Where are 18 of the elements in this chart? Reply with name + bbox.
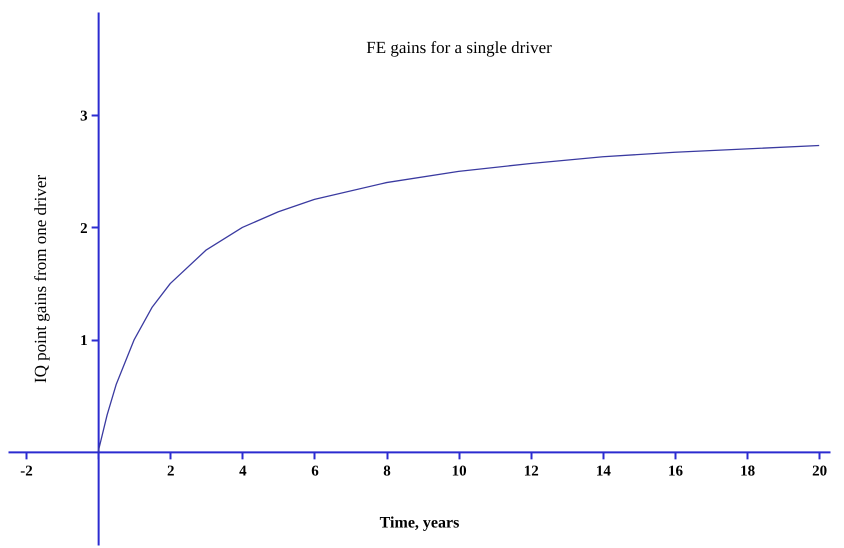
x-tick-label: 6: [311, 463, 320, 480]
x-tick-label: -2: [20, 463, 33, 480]
y-tick-label: 3: [80, 108, 88, 125]
x-tick-label: 18: [740, 463, 756, 480]
line-series: [97, 144, 820, 453]
y-axis-title: IQ point gains from one driver: [31, 174, 50, 384]
x-tick-label: 14: [596, 463, 612, 480]
x-tick-label: 10: [452, 463, 467, 480]
y-tick-label: 2: [80, 220, 88, 237]
x-tick-label: 20: [812, 463, 828, 480]
x-tick-label: 8: [383, 463, 391, 480]
x-tick-label: 2: [166, 463, 174, 480]
x-axis-title: Time, years: [380, 514, 460, 532]
x-tick-label: 16: [668, 463, 684, 480]
y-tick-label: 1: [80, 333, 88, 350]
text: FE gains for a single driver: [366, 38, 552, 57]
x-tick-label: 4: [239, 463, 248, 480]
x-tick-label: 12: [524, 463, 539, 480]
